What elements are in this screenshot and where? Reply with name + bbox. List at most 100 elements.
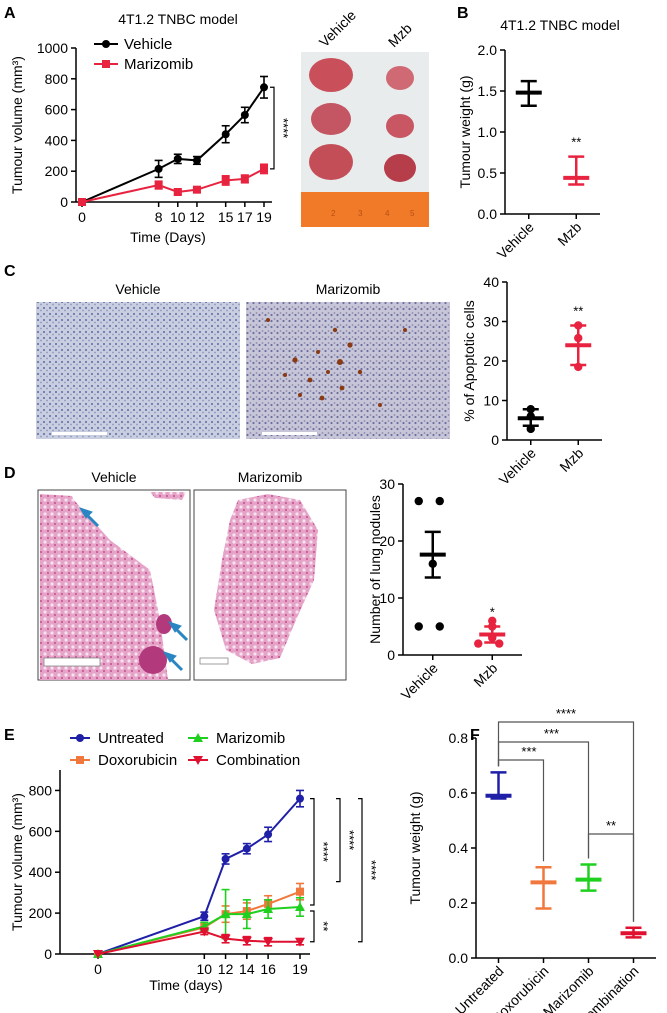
data-point-vehicle: [154, 164, 163, 173]
data-point-marizomib: [295, 901, 305, 911]
x-tick-label: Vehicle: [496, 445, 539, 488]
data-point-marizomib: [173, 187, 182, 196]
y-tick-label: 10: [379, 590, 395, 606]
ruler-label: 5: [410, 209, 415, 218]
y-tick-label: 800: [45, 71, 69, 87]
series-line-combination: [97, 930, 300, 955]
data-point-vehicle: [260, 83, 268, 92]
x-tick-label: Vehicle: [494, 219, 537, 262]
x-axis-label: Time (Days): [130, 229, 206, 245]
ruler-label: 2: [331, 209, 336, 218]
y-tick-label: 20: [483, 353, 499, 369]
y-tick-label: 0.8: [449, 730, 469, 746]
legend-label: Combination: [216, 752, 300, 769]
data-point-marizomib: [78, 198, 86, 206]
data-point-marizomib: [263, 904, 274, 914]
y-tick-label: 400: [45, 132, 69, 148]
legend-marker: [102, 60, 110, 68]
y-axis-label: Tumour weight (g): [407, 791, 423, 904]
data-point-untreated: [221, 854, 230, 863]
lung-section-vehicle: [37, 489, 191, 681]
y-tick-label: 600: [29, 823, 53, 839]
significance-bracket: [358, 798, 363, 943]
x-tick-label: 17: [237, 209, 253, 225]
legend-label: Doxorubicin: [98, 752, 177, 769]
data-point-marizomib: [241, 909, 252, 919]
significance-label: **: [571, 135, 581, 150]
x-tick-label: 15: [218, 209, 234, 225]
panel-letter-a: A: [4, 5, 16, 22]
significance-label: ****: [364, 860, 379, 880]
significance-label: ****: [556, 706, 576, 721]
x-axis-label: Time (days): [149, 977, 222, 993]
data-point-vehicle: [240, 110, 249, 119]
data-point-untreated: [242, 844, 251, 853]
panel-letter-b: B: [457, 5, 469, 22]
legend-marker: [76, 734, 84, 742]
data-point-untreated: [264, 830, 273, 839]
y-tick-label: 2.0: [478, 42, 498, 58]
y-tick-label: 0: [387, 647, 395, 663]
significance-bracket: [497, 741, 590, 859]
panel-a-title: 4T1.2 TNBC model: [118, 11, 238, 27]
significance-label: *: [490, 605, 495, 620]
data-point-marizomib: [221, 176, 230, 185]
data-point: [414, 496, 423, 506]
data-point: [526, 424, 535, 434]
legend-label: Marizomib: [124, 56, 193, 73]
x-tick-label: 0: [94, 961, 102, 977]
data-point: [574, 321, 583, 330]
series-line-marizomib: [81, 168, 265, 203]
y-tick-label: 40: [483, 274, 499, 290]
data-point-marizomib: [154, 181, 163, 190]
data-point: [435, 622, 444, 631]
legend-marker: [193, 756, 203, 765]
significance-bracket: [310, 910, 315, 943]
ruler-label: 4: [385, 209, 390, 218]
y-tick-label: 0.0: [478, 206, 498, 222]
data-point-vehicle: [173, 154, 182, 163]
series-line-marizomib: [97, 905, 301, 955]
data-point-marizomib: [240, 174, 249, 183]
y-tick-label: 1.0: [478, 124, 498, 140]
panel-letter-f: F: [470, 727, 480, 744]
y-tick-label: 10: [483, 393, 499, 409]
data-point: [574, 333, 583, 343]
data-point: [526, 404, 535, 414]
data-point-untreated: [296, 794, 304, 803]
panel-letter-d: D: [4, 465, 16, 482]
significance-label: **: [573, 303, 583, 318]
x-tick-label: 14: [239, 961, 255, 977]
data-point: [414, 622, 423, 631]
x-tick-label: 8: [155, 209, 163, 225]
photo-label-vehicle: Vehicle: [316, 7, 359, 50]
data-point: [488, 622, 497, 631]
data-point-combination: [295, 937, 305, 947]
y-tick-label: 30: [379, 476, 395, 492]
y-tick-label: 0.5: [478, 165, 498, 181]
x-tick-label: Mzb: [470, 660, 500, 690]
data-point-combination: [220, 934, 231, 944]
significance-bracket: [497, 759, 545, 862]
y-tick-label: 0: [491, 432, 499, 448]
legend-marker: [102, 40, 110, 48]
ihc-image-vehicle: [36, 302, 240, 439]
y-axis-label: % of Apoptotic cells: [461, 300, 477, 421]
data-point: [526, 412, 535, 421]
significance-label: **: [316, 921, 331, 931]
significance-bracket: [587, 833, 635, 922]
y-tick-label: 0.6: [449, 785, 469, 801]
data-point-untreated: [200, 912, 209, 921]
y-tick-label: 600: [45, 102, 69, 118]
significance-bracket: [270, 86, 275, 170]
legend-label: Vehicle: [124, 36, 172, 53]
x-tick-label: 10: [197, 961, 213, 977]
y-axis-label: Tumour volume (mm³): [9, 793, 25, 931]
significance-label: ****: [342, 830, 357, 850]
data-point-marizomib: [192, 185, 201, 194]
panel-letter-c: C: [4, 263, 16, 280]
y-tick-label: 0: [60, 194, 68, 210]
y-tick-label: 400: [29, 864, 53, 880]
data-point: [474, 639, 483, 648]
